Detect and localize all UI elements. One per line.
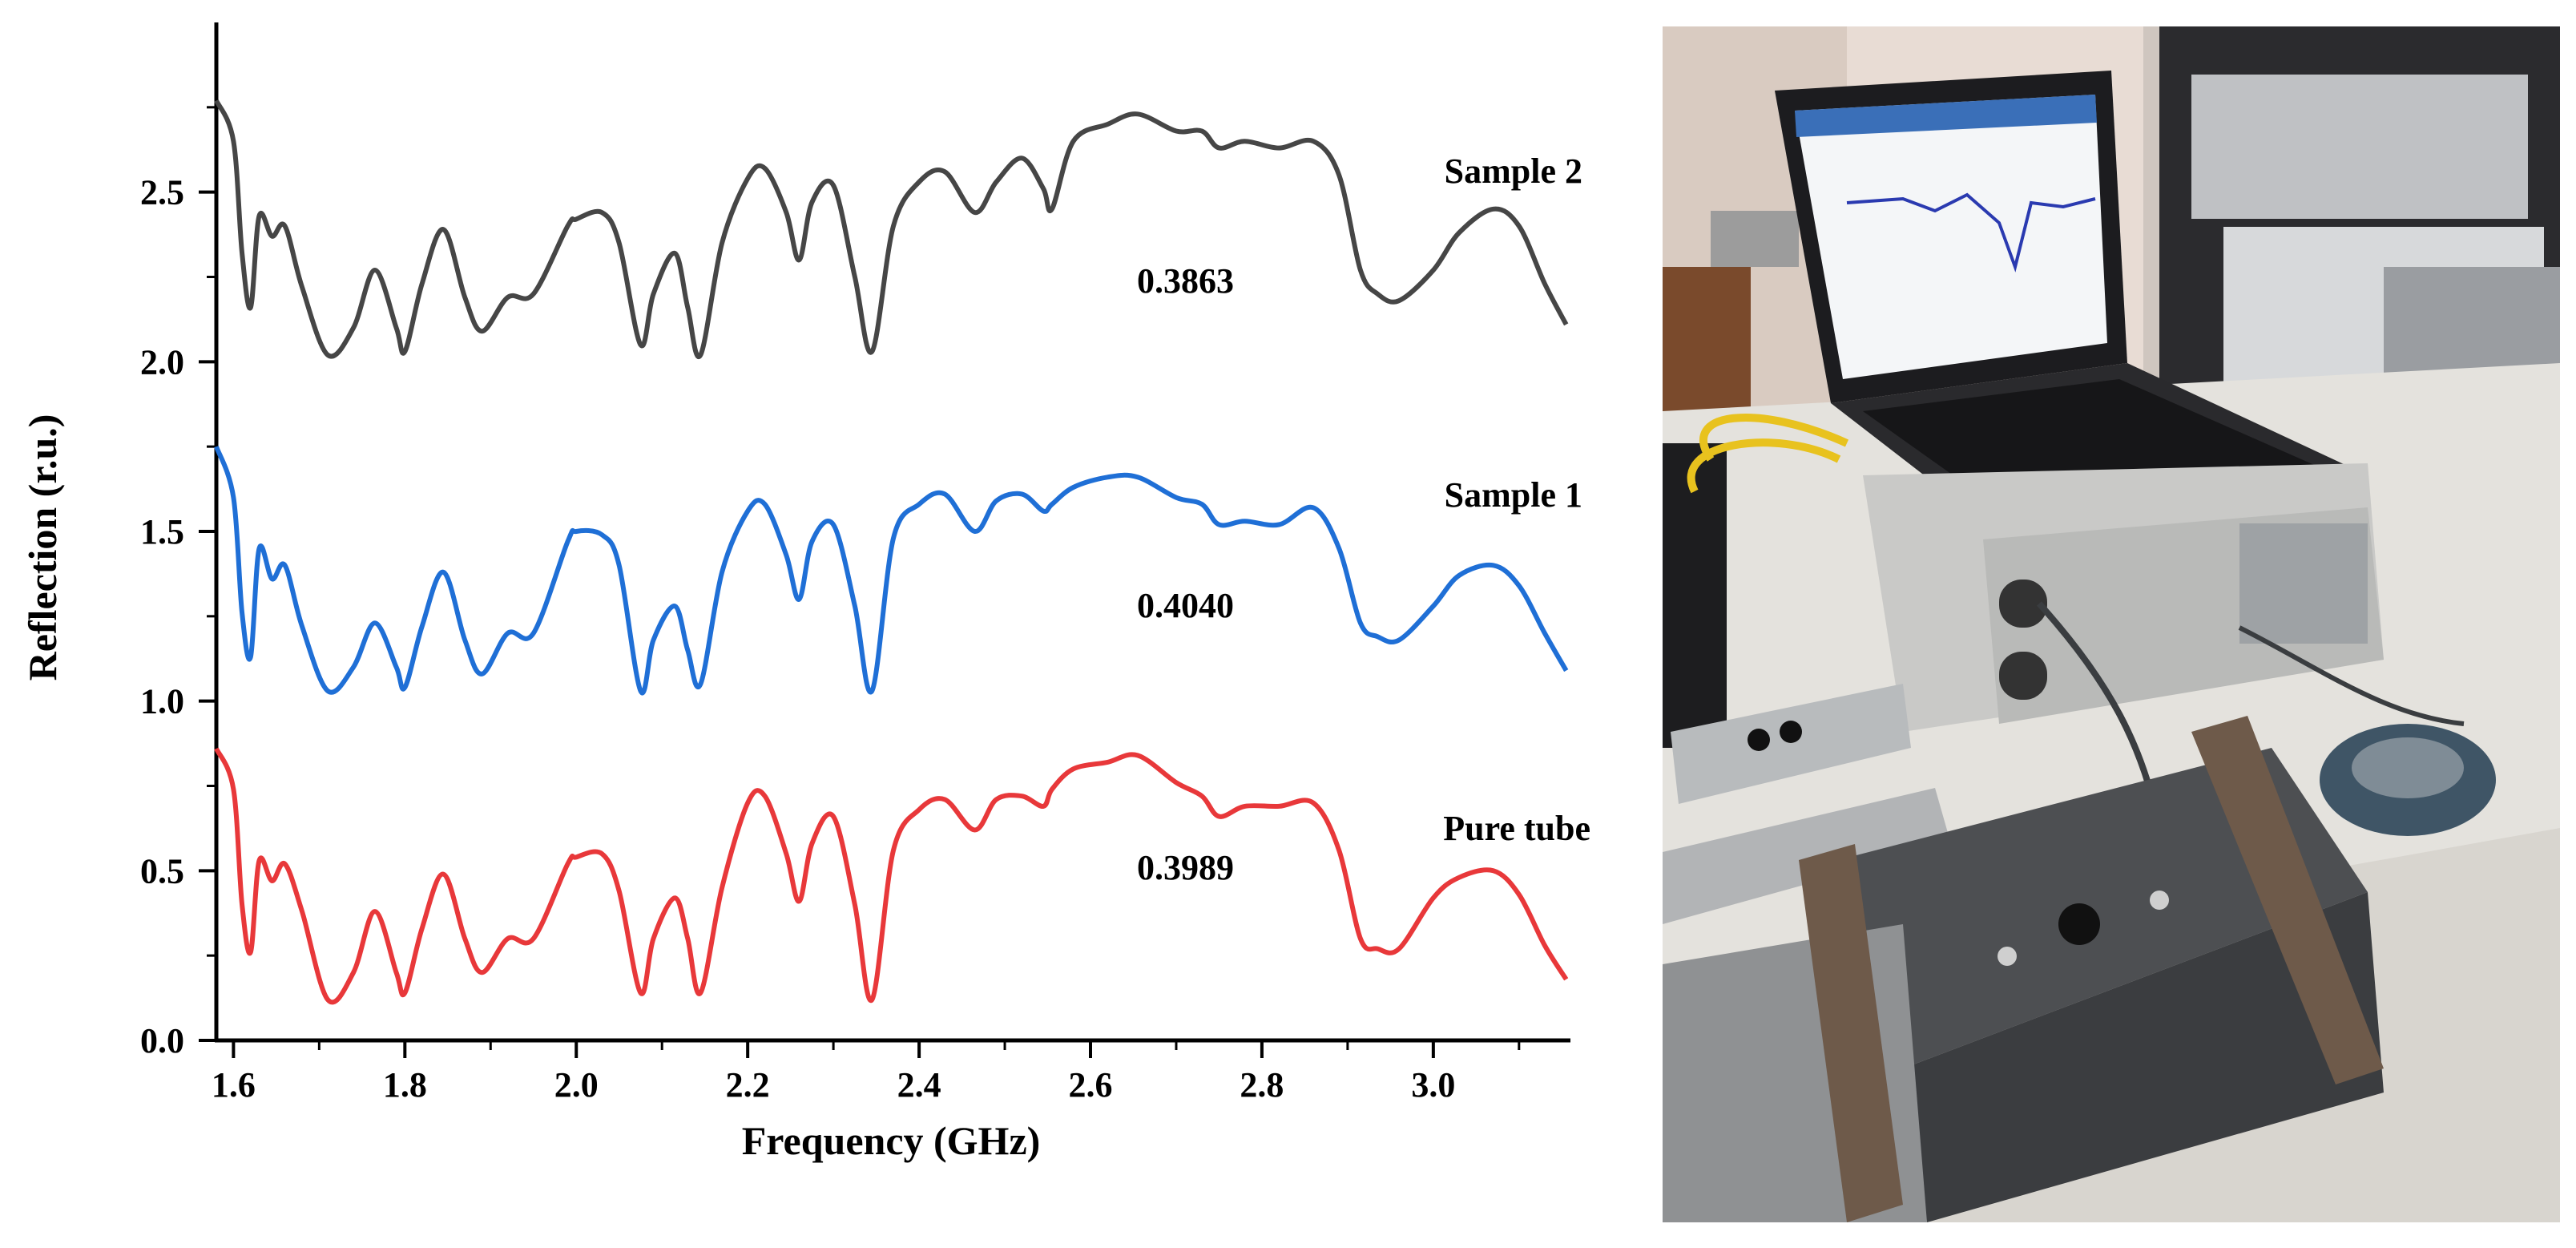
y-tick-label: 2.5 xyxy=(140,173,184,212)
x-tick-label: 3.0 xyxy=(1411,1065,1455,1105)
series-label-sample-1: Sample 1 xyxy=(1445,475,1582,515)
y-tick-label: 0.0 xyxy=(140,1021,184,1060)
y-tick-label: 1.0 xyxy=(140,682,184,721)
x-tick-label: 2.4 xyxy=(897,1065,941,1105)
y-tick-label: 2.0 xyxy=(140,342,184,382)
chart-series xyxy=(214,99,1569,1005)
series-annotation-sample-1: 0.4040 xyxy=(1137,586,1234,625)
x-tick-label: 2.2 xyxy=(726,1065,770,1105)
series-annotation-sample-2: 0.3863 xyxy=(1137,261,1234,301)
series-annotation-pure-tube: 0.3989 xyxy=(1137,848,1234,887)
series-label-sample-2: Sample 2 xyxy=(1445,151,1582,191)
lab-setup-photo xyxy=(1663,26,2560,1222)
y-tick-label: 0.5 xyxy=(140,851,184,891)
series-line-sample-1 xyxy=(214,446,1569,696)
chart-series-labels: Pure tube 0.3989 Sample 1 0.4040 Sample 2 0.3… xyxy=(1137,151,1590,887)
series-line-sample-2 xyxy=(214,99,1569,360)
y-tick-label: 1.5 xyxy=(140,512,184,551)
reflection-chart: 1.6 1.8 2.0 2.2 2.4 2.6 2.8 3.0 0.0 0.5 1.0 1.5 2.0 2… xyxy=(20,22,1590,1163)
chart-ticks: 1.6 1.8 2.0 2.2 2.4 2.6 2.8 3.0 0.0 0.5 1.0 1.5 2.0 2… xyxy=(140,106,1521,1105)
x-tick-label: 2.8 xyxy=(1240,1065,1284,1105)
x-tick-label: 1.6 xyxy=(212,1065,256,1105)
x-tick-label: 1.8 xyxy=(383,1065,427,1105)
y-axis-label: Reflection (r.u.) xyxy=(20,414,65,681)
x-tick-label: 2.0 xyxy=(554,1065,599,1105)
chart-axes xyxy=(214,22,1570,1043)
x-axis-label: Frequency (GHz) xyxy=(742,1118,1041,1163)
series-label-pure-tube: Pure tube xyxy=(1443,809,1590,848)
series-line-pure-tube xyxy=(214,747,1569,1005)
x-tick-label: 2.6 xyxy=(1069,1065,1113,1105)
